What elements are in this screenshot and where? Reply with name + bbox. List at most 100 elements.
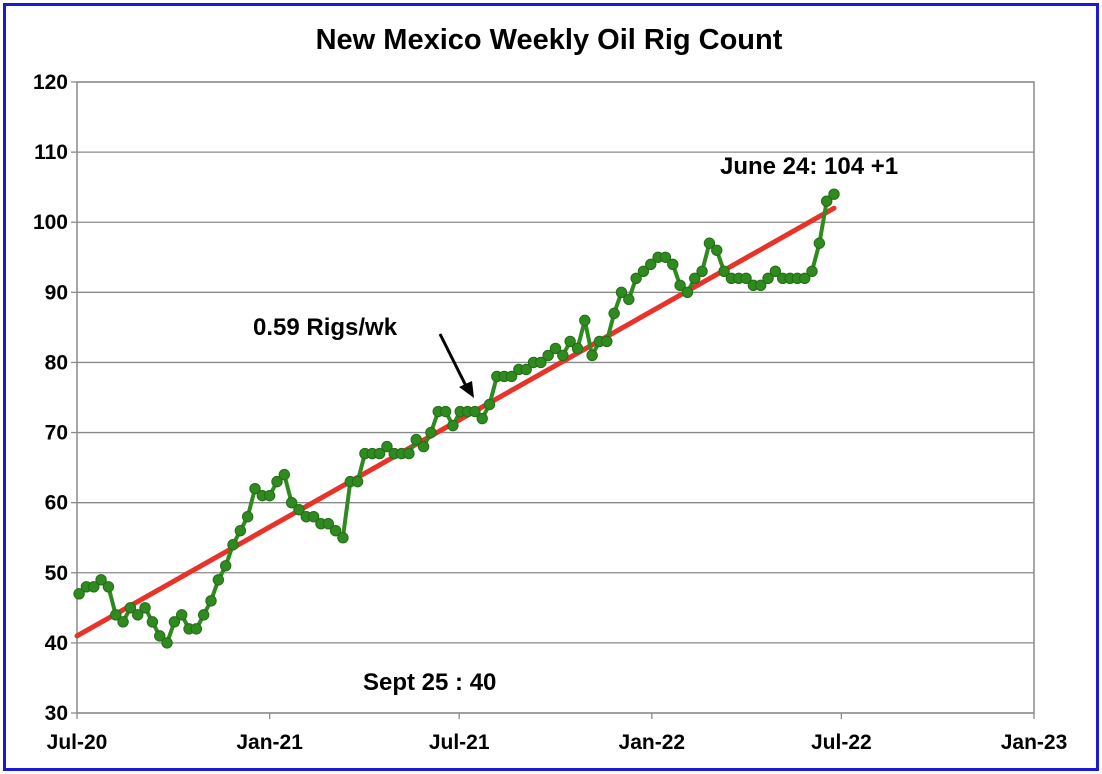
data-point <box>351 475 364 488</box>
data-point <box>630 272 642 285</box>
data-point <box>564 335 576 348</box>
data-point <box>674 279 686 292</box>
data-point <box>146 616 159 628</box>
data-point <box>740 272 752 285</box>
data-point <box>410 433 422 446</box>
data-point <box>557 349 569 362</box>
data-point <box>263 489 276 502</box>
data-point <box>483 398 496 411</box>
data-point <box>307 510 320 523</box>
data-point <box>505 370 518 383</box>
data-point <box>586 349 598 362</box>
data-point <box>469 405 481 418</box>
data-point <box>769 265 782 277</box>
x-tick-label: Jul-21 <box>429 731 490 754</box>
data-point <box>212 574 225 586</box>
low-point-annotation: Sept 25 : 40 <box>363 669 496 696</box>
x-tick-label: Jan-21 <box>236 731 303 754</box>
y-tick-label: 90 <box>45 281 68 304</box>
data-point <box>271 475 283 488</box>
data-point <box>615 286 628 299</box>
x-tick-label: Jan-22 <box>619 731 686 754</box>
data-point <box>806 265 818 277</box>
y-tick-label: 70 <box>45 422 68 445</box>
trend-arrow-shaft <box>438 333 468 387</box>
y-tick-label: 120 <box>33 71 68 94</box>
trend-rate-annotation: 0.59 Rigs/wk <box>253 314 398 341</box>
data-point <box>285 496 298 509</box>
data-point <box>608 307 620 320</box>
data-point <box>755 279 767 292</box>
y-tick-label: 100 <box>33 211 68 234</box>
data-point <box>190 623 203 635</box>
data-point <box>447 419 459 432</box>
data-point <box>681 286 694 299</box>
data-point <box>439 405 452 418</box>
data-point <box>637 265 650 277</box>
data-point <box>813 237 826 249</box>
data-point <box>601 335 613 348</box>
data-point <box>234 525 247 537</box>
y-tick-label: 60 <box>45 492 68 515</box>
data-point <box>571 342 584 355</box>
data-point <box>381 440 393 453</box>
y-tick-label: 30 <box>45 702 68 725</box>
data-point <box>711 244 723 256</box>
data-point <box>241 510 254 523</box>
data-point <box>117 616 129 628</box>
data-point <box>579 314 591 327</box>
y-tick-label: 80 <box>45 351 68 374</box>
y-tick-label: 40 <box>45 632 68 655</box>
data-point <box>828 188 840 200</box>
data-point <box>520 363 532 376</box>
data-point <box>403 447 415 460</box>
data-point <box>161 637 173 649</box>
data-point <box>703 237 716 249</box>
last-point-annotation: June 24: 104 +1 <box>720 153 898 180</box>
data-point <box>425 426 437 439</box>
data-point <box>176 609 188 621</box>
data-point <box>645 258 657 270</box>
data-point <box>689 272 701 285</box>
data-point <box>667 258 679 270</box>
data-point <box>798 272 811 285</box>
data-point <box>476 412 488 425</box>
data-point <box>227 539 239 551</box>
rig-count-line <box>77 192 836 645</box>
x-axis: Jul-20 Jan-21 Jul-21 Jan-22 Jul-22 Jan-23 <box>47 713 1067 754</box>
data-point <box>197 609 210 621</box>
data-point <box>417 440 430 453</box>
data-point <box>718 265 730 277</box>
trend-arrow <box>438 333 474 398</box>
data-point <box>132 609 144 621</box>
data-point <box>205 595 217 607</box>
data-point <box>278 468 291 481</box>
data-point <box>329 525 342 537</box>
data-point <box>124 602 137 614</box>
data-point <box>762 272 774 285</box>
data-point <box>549 342 562 355</box>
data-point <box>623 293 635 306</box>
data-point <box>249 482 261 495</box>
data-point <box>542 349 554 362</box>
data-point <box>322 518 334 530</box>
series-group <box>73 188 840 649</box>
data-point <box>110 609 122 621</box>
data-point <box>659 251 672 263</box>
trend-arrow-head <box>459 381 474 398</box>
data-point <box>373 447 386 460</box>
y-tick-label: 110 <box>34 141 68 164</box>
chart-title: New Mexico Weekly Oil Rig Count <box>316 24 783 56</box>
data-point <box>73 588 85 600</box>
data-point <box>168 616 181 628</box>
data-point <box>88 581 100 593</box>
data-point <box>696 265 708 277</box>
data-point <box>820 195 833 207</box>
y-tick-label: 50 <box>45 562 68 585</box>
y-axis: 30 40 50 60 70 80 90 100 110 120 <box>33 71 77 725</box>
data-point <box>293 503 305 516</box>
x-tick-label: Jul-22 <box>811 731 872 754</box>
data-point <box>337 532 349 544</box>
data-point <box>139 602 151 614</box>
